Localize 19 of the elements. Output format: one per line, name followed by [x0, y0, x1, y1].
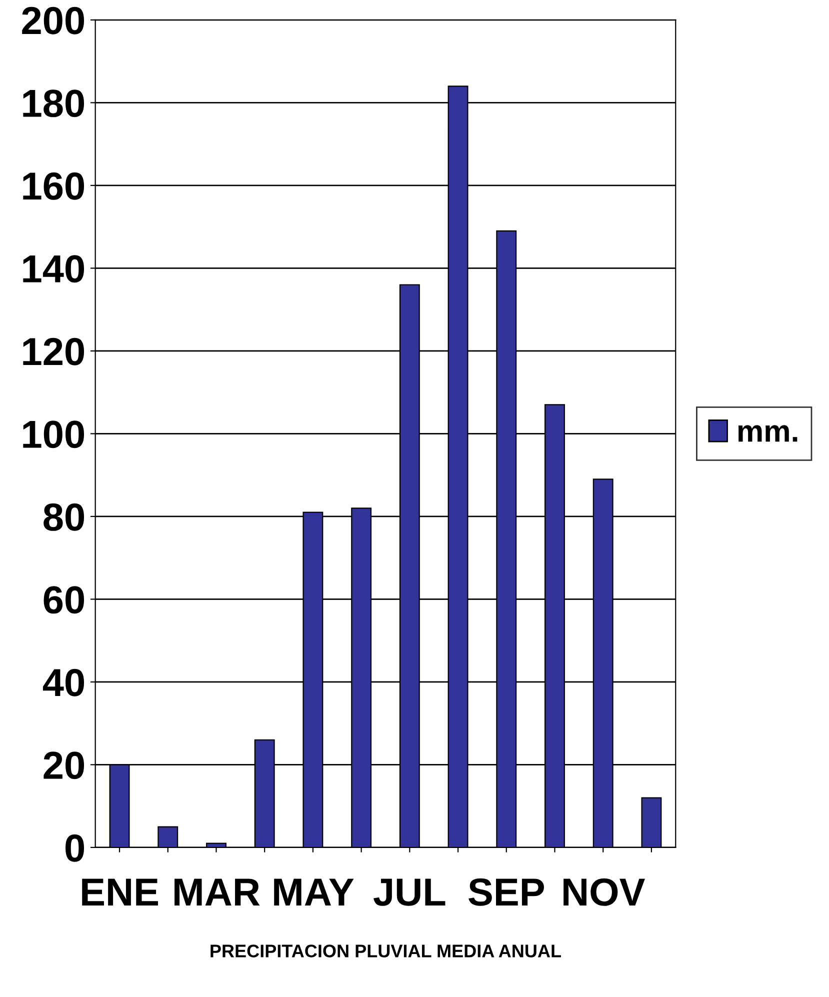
- y-tick-label: 80: [44, 503, 84, 531]
- y-tick-label: 200: [22, 6, 84, 34]
- x-tick-label: ENE: [82, 878, 158, 906]
- x-axis-title: PRECIPITACION PLUVIAL MEDIA ANUAL: [210, 944, 561, 958]
- y-tick-label: 120: [23, 338, 84, 366]
- y-tick-label: 60: [44, 586, 84, 614]
- y-tick-label: 20: [44, 752, 84, 780]
- legend-label: mm.: [738, 425, 798, 442]
- y-tick-label: 160: [23, 172, 84, 200]
- y-tick-label: 40: [42, 668, 84, 696]
- y-tick-label: 0: [66, 834, 84, 862]
- y-tick-label: 140: [23, 255, 84, 283]
- y-tick-label: 180: [23, 90, 84, 118]
- x-tick-label: SEP: [468, 878, 544, 906]
- y-tick-label: 100: [23, 420, 84, 448]
- x-tick-label: MAY: [274, 878, 354, 906]
- x-tick-label: NOV: [564, 878, 645, 906]
- x-tick-label: MAR: [174, 878, 260, 906]
- x-tick-label: JUL: [374, 878, 446, 906]
